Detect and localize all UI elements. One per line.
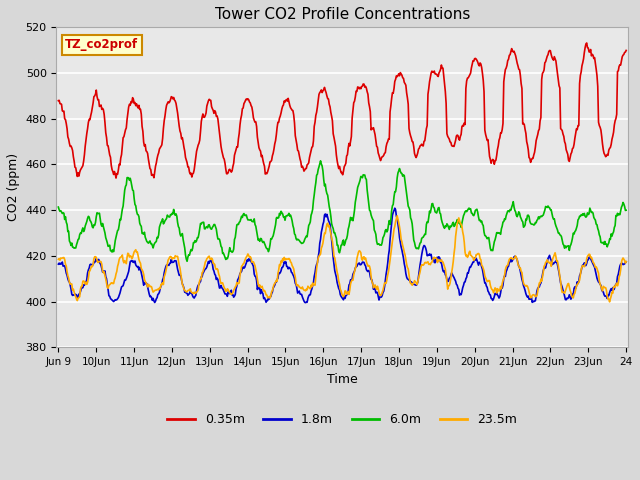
Text: TZ_co2prof: TZ_co2prof bbox=[65, 38, 138, 51]
Title: Tower CO2 Profile Concentrations: Tower CO2 Profile Concentrations bbox=[214, 7, 470, 22]
Y-axis label: CO2 (ppm): CO2 (ppm) bbox=[7, 153, 20, 221]
X-axis label: Time: Time bbox=[327, 372, 358, 385]
Legend: 0.35m, 1.8m, 6.0m, 23.5m: 0.35m, 1.8m, 6.0m, 23.5m bbox=[162, 408, 522, 431]
